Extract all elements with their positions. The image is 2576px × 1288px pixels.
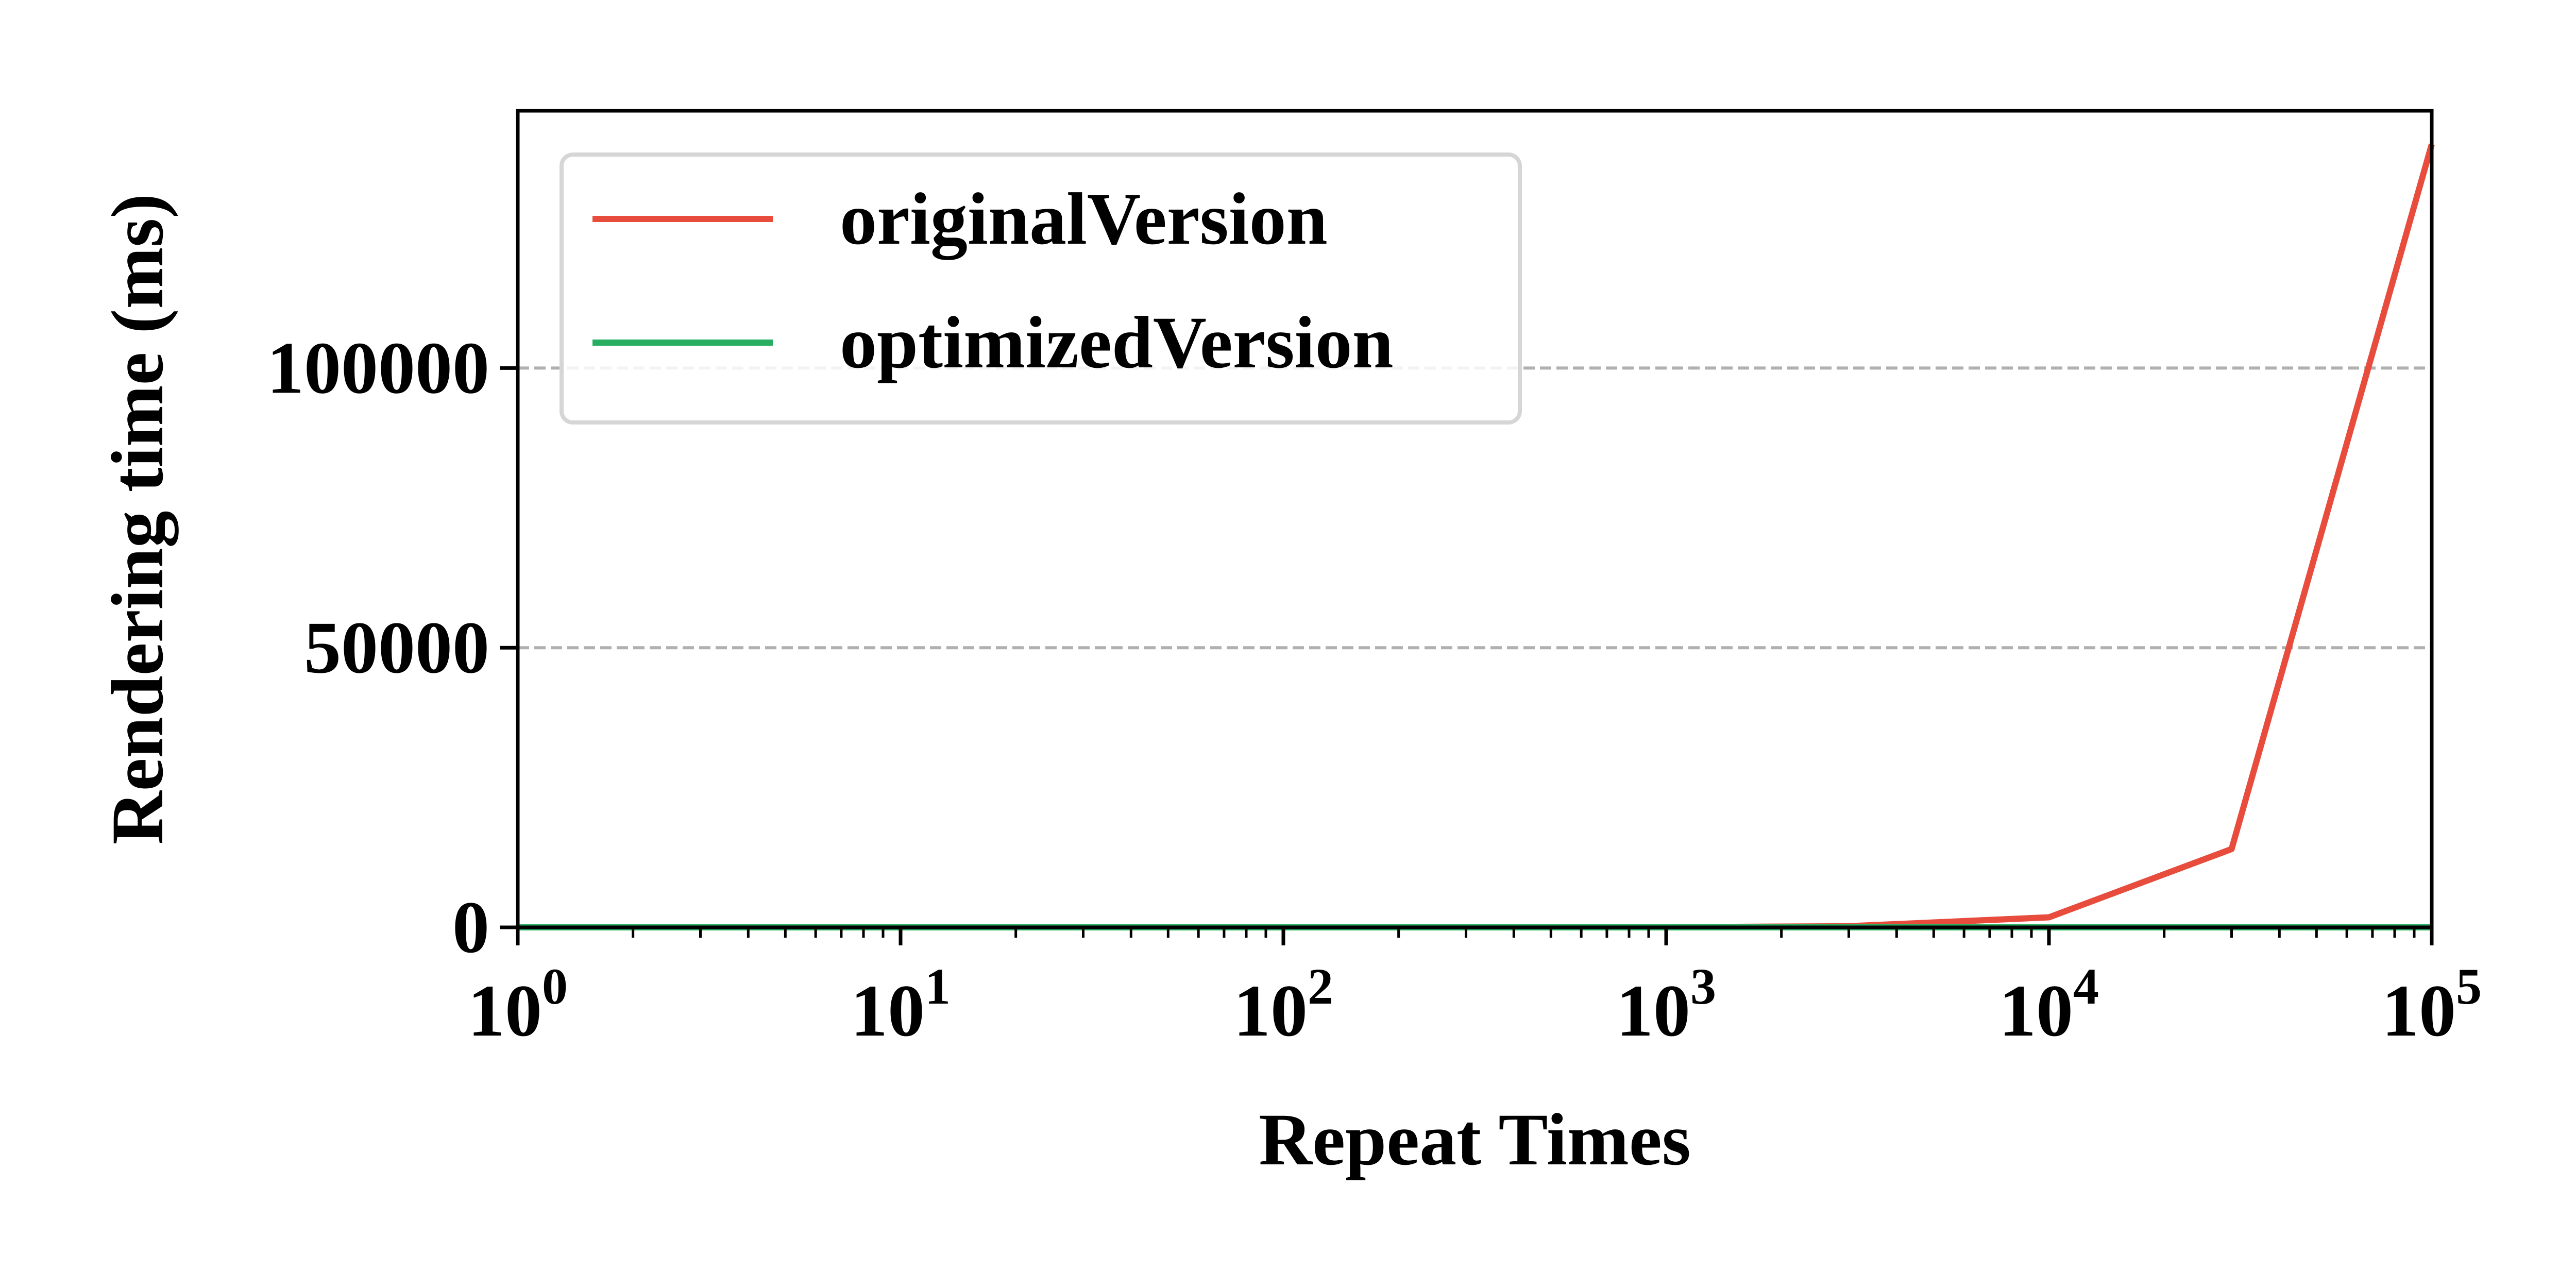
- y-tick-label: 100000: [267, 327, 489, 409]
- plot-frame: [516, 109, 2434, 929]
- legend-box: [560, 152, 1522, 425]
- legend: originalVersion optimizedVersion: [560, 152, 1522, 425]
- x-axis-label: Repeat Times: [1259, 1099, 1691, 1181]
- x-tick-label: 104: [1999, 958, 2099, 1052]
- y-axis-label: Rendering time (ms): [97, 194, 179, 845]
- x-tick-label: 102: [1233, 958, 1333, 1052]
- ticks-layer: 0 50000 100000 100 101 102 103 104 105: [267, 327, 2482, 1052]
- x-tick-label: 105: [2382, 958, 2482, 1052]
- y-tick-label: 0: [452, 887, 489, 969]
- x-tick-label: 100: [468, 958, 568, 1052]
- x-tick-label: 103: [1616, 958, 1716, 1052]
- x-tick-label: 101: [851, 958, 951, 1052]
- y-tick-label: 50000: [304, 607, 489, 689]
- legend-label-originalVersion: originalVersion: [840, 178, 1328, 260]
- legend-label-optimizedVersion: optimizedVersion: [840, 302, 1394, 384]
- legend-items: originalVersion optimizedVersion: [592, 178, 1394, 384]
